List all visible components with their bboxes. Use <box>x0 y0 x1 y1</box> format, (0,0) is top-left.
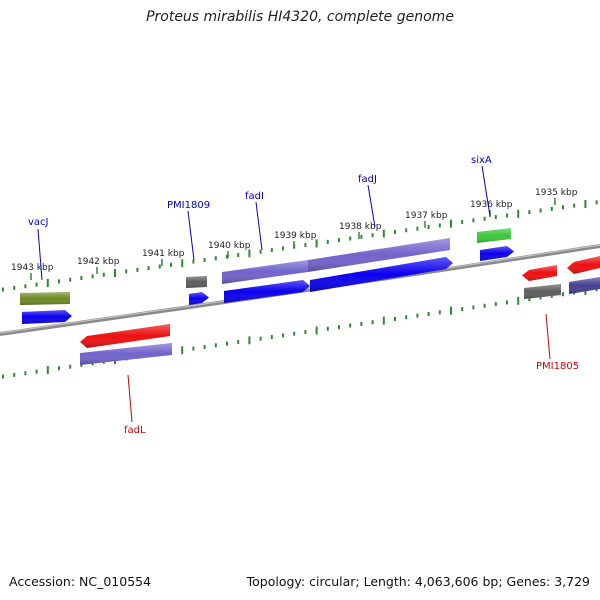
gene-feature-shading <box>186 276 207 288</box>
gene-label-line <box>127 374 133 423</box>
gene-label-line <box>545 313 551 360</box>
gene-label[interactable]: fadL <box>124 425 146 436</box>
gene-label[interactable]: fadJ <box>358 174 377 185</box>
gene-feature-shading <box>80 324 170 348</box>
accession-text: Accession: NC_010554 <box>9 574 152 589</box>
gene-label-connectors <box>37 165 551 423</box>
gene-label[interactable]: PMI1805 <box>536 361 579 372</box>
gene-label[interactable]: fadI <box>245 191 264 202</box>
tick-label: 1939 kbp <box>274 231 317 241</box>
gene-feature-shading <box>22 310 72 324</box>
gene-feature-shading <box>522 265 557 281</box>
gene-feature-shading <box>308 238 450 272</box>
gene-features[interactable] <box>20 228 600 365</box>
gene-label[interactable]: vacJ <box>28 217 49 228</box>
gene-feature-shading <box>480 246 514 261</box>
gene-feature-shading <box>80 343 172 365</box>
tick-label: 1936 kbp <box>470 200 513 210</box>
tick-label: 1943 kbp <box>11 263 54 273</box>
gene-label[interactable]: sixA <box>471 155 492 166</box>
gene-label-line <box>367 184 376 228</box>
gene-feature-shading <box>310 257 453 292</box>
gene-feature-shading <box>524 284 561 299</box>
tick-label: 1941 kbp <box>142 249 185 259</box>
gene-feature-shading <box>477 228 511 243</box>
tick-labels: 1943 kbp 1942 kbp 1941 kbp 1940 kbp 1939 kbp… <box>11 188 578 280</box>
gene-feature-shading <box>567 256 600 274</box>
gene-label[interactable]: PMI1809 <box>167 200 210 211</box>
gene-feature-shading <box>189 292 209 305</box>
tick-label: 1938 kbp <box>339 222 382 232</box>
upper-tick-track <box>2 199 598 292</box>
gene-feature-shading <box>20 292 70 305</box>
tick-label: 1937 kbp <box>405 211 448 221</box>
gene-feature-shading <box>569 277 600 294</box>
topology-summary: Topology: circular; Length: 4,063,606 bp… <box>246 574 590 589</box>
gene-label-line <box>255 201 263 251</box>
gene-labels: vacJ PMI1809 fadI fadJ sixA fadL PMI1805 <box>28 155 579 436</box>
map-title: Proteus mirabilis HI4320, complete genom… <box>146 9 454 25</box>
tick-label: 1935 kbp <box>535 188 578 198</box>
gene-label-line <box>187 210 195 261</box>
gene-feature-shading <box>222 260 308 284</box>
gene-label-line <box>37 228 43 281</box>
tick-label: 1940 kbp <box>208 241 251 251</box>
gene-feature-shading <box>224 280 310 303</box>
gene-label-line <box>481 165 491 217</box>
tick-label: 1942 kbp <box>77 257 120 267</box>
